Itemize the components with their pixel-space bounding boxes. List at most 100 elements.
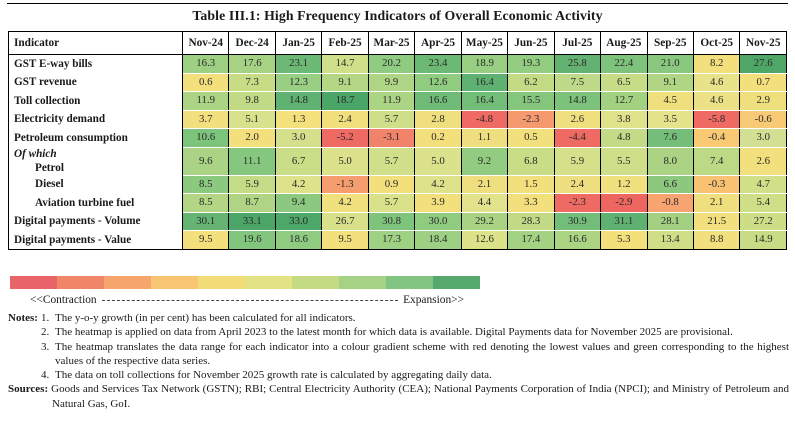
month-column-header: Apr-25	[414, 31, 462, 55]
heatmap-cell: -1.3	[321, 175, 369, 194]
heatmap-cell: 5.4	[739, 193, 787, 213]
month-column-header: Jul-25	[553, 31, 601, 55]
heatmap-cell: 30.0	[414, 212, 462, 231]
heatmap-cell: 31.1	[600, 212, 648, 231]
month-column-header: Mar-25	[367, 31, 415, 55]
heatmap-cell: 9.5	[321, 230, 369, 250]
heatmap-cell: 23.1	[274, 54, 322, 74]
heatmap-cell: 18.4	[414, 230, 462, 250]
sources-label: Sources:	[8, 383, 49, 396]
heatmap-cell: 16.6	[414, 91, 462, 111]
heatmap-cell: 5.7	[367, 147, 415, 176]
heatmap-cell: 25.8	[553, 54, 601, 74]
heatmap-cell: 19.3	[507, 54, 555, 74]
heatmap-cell: 10.6	[181, 128, 229, 148]
table-row: Electricity demand 3.7 5.1 1.3 2.4 5.7 2.8 -4.8…	[8, 110, 787, 129]
page-title: Table III.1: High Frequency Indicators o…	[192, 8, 603, 23]
group-prefix-label: Of which	[14, 148, 57, 160]
table-row: Of which Petrol 9.6 11.1 6.7 5.0 5.7 5.0 9.2 6.8 5…	[8, 147, 787, 176]
indicator-label: GST revenue	[8, 73, 183, 92]
heatmap-cell: 5.3	[600, 230, 648, 250]
heatmap-cell: 18.7	[321, 91, 369, 111]
heatmap-cell: 4.5	[646, 91, 694, 111]
indicator-label: Digital payments - Volume	[8, 212, 183, 231]
heatmap-cell: 0.2	[414, 128, 462, 148]
month-column-header: Aug-25	[600, 31, 648, 55]
heatmap-cell: 8.2	[692, 54, 740, 74]
heatmap-cell: 6.2	[507, 73, 555, 92]
heatmap-cell: 15.5	[507, 91, 555, 111]
heatmap-cell: -0.4	[692, 128, 740, 148]
heatmap-cell: 9.2	[460, 147, 508, 176]
heatmap-cell: -2.3	[507, 110, 555, 129]
heatmap-cell: 4.2	[414, 175, 462, 194]
indicator-label: Toll collection	[8, 91, 183, 110]
heatmap-cell: 30.9	[553, 212, 601, 231]
heatmap-cell: 2.1	[692, 193, 740, 213]
heatmap-cell: 16.6	[553, 230, 601, 250]
heatmap-cell: -5.8	[692, 110, 740, 129]
heatmap-cell: 3.5	[646, 110, 694, 129]
heatmap-cell: 2.6	[553, 110, 601, 129]
gradient-segment	[198, 276, 245, 289]
month-column-header: Jan-25	[274, 31, 322, 55]
heatmap-cell: 3.8	[600, 110, 648, 129]
heatmap-cell: 5.0	[414, 147, 462, 176]
heatmap-cell: 4.8	[600, 128, 648, 148]
heatmap-cell: 22.4	[600, 54, 648, 74]
heatmap-cell: 3.0	[739, 128, 787, 148]
heatmap-cell: 2.6	[739, 147, 787, 176]
heatmap-cell: 9.9	[367, 73, 415, 92]
heatmap-cell: 12.7	[600, 91, 648, 111]
legend-line: <<Contraction Expansion>>	[30, 294, 464, 306]
table-row: Diesel 8.5 5.9 4.2 -1.3 0.9 4.2 2.1 1.5 2.4 1.2 6.6…	[8, 175, 787, 194]
heatmap-cell: 12.6	[414, 73, 462, 92]
heatmap-cell: 17.4	[507, 230, 555, 250]
heatmap-cell: 26.7	[321, 212, 369, 231]
heatmap-cell: 2.0	[228, 128, 276, 148]
heatmap-cell: 16.4	[460, 91, 508, 111]
heatmap-cell: 16.3	[181, 54, 229, 74]
heatmap-cell: 20.2	[367, 54, 415, 74]
indicator-label: Diesel	[8, 175, 183, 194]
heatmap-cell: 0.7	[739, 73, 787, 92]
sources-line: Sources: Goods and Services Tax Network …	[8, 382, 789, 411]
indicator-label: GST E-way bills	[8, 54, 183, 73]
table-row: Aviation turbine fuel 8.5 8.7 9.4 4.2 5.7 3.9 4…	[8, 193, 787, 213]
note-number: 1.	[41, 312, 50, 324]
legend-dashes	[101, 299, 399, 301]
month-column-header: Nov-24	[181, 31, 229, 55]
notes-label-spacer	[8, 368, 41, 382]
heatmap-cell: 6.7	[274, 147, 322, 176]
heatmap-cell: 5.9	[553, 147, 601, 176]
heatmap-cell: 1.3	[274, 110, 322, 129]
heatmap-cell: 11.9	[367, 91, 415, 111]
heatmap-cell: 9.8	[228, 91, 276, 111]
heatmap-cell: 18.6	[274, 230, 322, 250]
heatmap-cell: 21.5	[692, 212, 740, 231]
heatmap-cell: 8.8	[692, 230, 740, 250]
note-text: The heatmap translates the data range fo…	[55, 340, 789, 367]
gradient-segment	[57, 276, 104, 289]
heatmap-cell: 5.5	[600, 147, 648, 176]
heatmap-cell: 33.1	[228, 212, 276, 231]
heatmap-cell: 0.9	[367, 175, 415, 194]
heatmap-cell: 9.1	[646, 73, 694, 92]
table-row: GST E-way bills 16.3 17.6 23.1 14.7 20.2 23.4 1…	[8, 54, 787, 74]
table-row: Toll collection 11.9 9.8 14.8 18.7 11.9 16.6 16…	[8, 91, 787, 111]
table-row: GST revenue 0.6 7.3 12.3 9.1 9.9 12.6 16.4 6.2 7.…	[8, 73, 787, 92]
heatmap-cell: -0.3	[692, 175, 740, 194]
month-column-header: May-25	[460, 31, 508, 55]
heatmap-cell: 12.6	[460, 230, 508, 250]
gradient-segment	[245, 276, 292, 289]
notes-label-spacer	[8, 325, 41, 339]
heatmap-cell: 4.2	[321, 193, 369, 213]
heatmap-cell: 2.1	[460, 175, 508, 194]
heatmap-cell: 3.9	[414, 193, 462, 213]
heatmap-cell: -2.9	[600, 193, 648, 213]
note-text: The y-o-y growth (in per cent) has been …	[55, 312, 356, 324]
table-header: Indicator Nov-24 Dec-24 Jan-25 Feb-25 Mar-25 A…	[8, 31, 787, 55]
heatmap-cell: 1.5	[507, 175, 555, 194]
heatmap-cell: -4.8	[460, 110, 508, 129]
gradient-segment	[433, 276, 480, 289]
